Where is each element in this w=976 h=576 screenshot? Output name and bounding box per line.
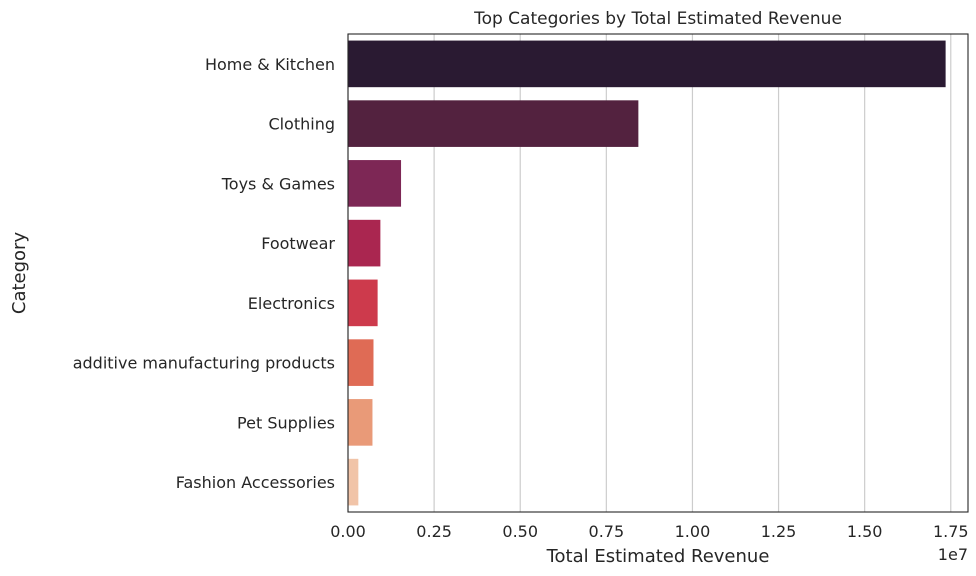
x-tick-label: 1.25 <box>761 522 797 541</box>
y-tick-label: Toys & Games <box>221 174 335 193</box>
y-axis-label: Category <box>9 232 30 315</box>
bar <box>348 279 378 327</box>
x-ticks: 0.00 0.25 0.50 0.75 1.00 1.25 1.50 1.75 <box>330 522 968 541</box>
y-tick-label: Clothing <box>268 115 335 134</box>
bar <box>348 100 639 147</box>
bar <box>348 399 373 446</box>
y-tick-label: Pet Supplies <box>237 413 335 432</box>
y-tick-label: Electronics <box>248 294 335 313</box>
y-tick-label: additive manufacturing products <box>73 354 335 373</box>
x-tick-label: 0.75 <box>589 522 625 541</box>
bar <box>348 40 946 88</box>
bar <box>348 339 374 386</box>
x-tick-label: 0.25 <box>416 522 452 541</box>
axes-frame <box>347 33 969 513</box>
plot-frame <box>347 33 969 513</box>
y-tick-label: Footwear <box>261 234 335 253</box>
chart-title: Top Categories by Total Estimated Revenu… <box>473 9 842 29</box>
x-tick-label: 0.50 <box>502 522 538 541</box>
y-ticks: Home & Kitchen Clothing Toys & Games Footwe… <box>73 55 336 492</box>
bar <box>348 458 359 506</box>
x-tick-label: 1.50 <box>847 522 883 541</box>
y-tick-label: Home & Kitchen <box>205 55 335 74</box>
bars <box>348 40 946 506</box>
bar <box>348 219 381 267</box>
x-tick-label: 0.00 <box>330 522 366 541</box>
x-axis-offset-label: 1e7 <box>938 545 968 564</box>
x-tick-label: 1.00 <box>675 522 711 541</box>
y-tick-label: Fashion Accessories <box>176 473 335 492</box>
x-axis-label: Total Estimated Revenue <box>546 546 770 567</box>
bar <box>348 160 402 207</box>
x-tick-label: 1.75 <box>933 522 969 541</box>
